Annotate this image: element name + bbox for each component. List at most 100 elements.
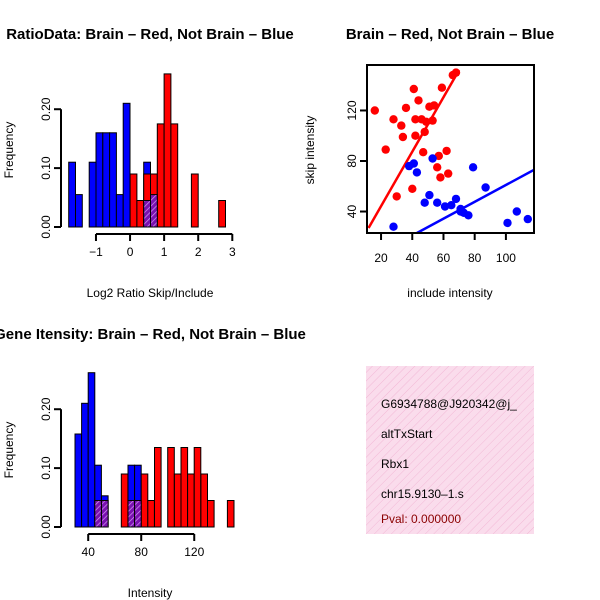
intensity-histogram-x-tick-label-0: 40 <box>82 545 96 559</box>
info-event-type: altTxStart <box>381 427 433 441</box>
scatter-point-red-11 <box>414 96 423 105</box>
intensity-histogram-bar-red-9 <box>180 447 189 528</box>
intensity-histogram-bar-blue-2 <box>87 372 96 528</box>
scatter-point-blue-4 <box>420 198 429 207</box>
scatter-point-red-14 <box>420 127 429 137</box>
ratio-histogram-bar-blue-3 <box>95 132 104 228</box>
intensity-histogram-panel: Gene Itensity: Brain – Red, Not Brain – … <box>0 326 306 600</box>
ratio-histogram-bar-blue-4 <box>102 132 111 228</box>
scatter-fit-line-blue <box>416 168 534 233</box>
scatter-point-red-22 <box>437 83 447 92</box>
intensity-histogram-bar-purple-0 <box>94 500 102 528</box>
scatter-point-blue-5 <box>425 190 434 200</box>
scatter-point-blue-0 <box>389 222 398 231</box>
intensity-histogram-bar-purple-2 <box>127 500 136 528</box>
scatter-point-red-4 <box>397 121 406 130</box>
info-event-id: G6934788@J920342@j_ <box>381 397 517 411</box>
scatter-point-red-13 <box>419 148 428 157</box>
scatter-y-tick-label-1: 80 <box>345 154 359 168</box>
scatter-panel: Brain – Red, Not Brain – Blue 20 40 60 80 10… <box>303 26 554 300</box>
ratio-histogram-y-tick-label-1: 0.10 <box>39 156 53 180</box>
intensity-histogram-bars <box>74 372 235 528</box>
scatter-y-tick-label-0: 40 <box>345 205 359 219</box>
scatter-point-blue-2 <box>409 159 418 168</box>
ratio-histogram-x-tick-label-0: −1 <box>89 245 103 259</box>
scatter-point-red-8 <box>409 84 418 94</box>
ratio-histogram-panel: RatioData: Brain – Red, Not Brain – Blue… <box>2 26 294 300</box>
scatter-point-red-9 <box>411 131 420 140</box>
scatter-point-red-6 <box>401 103 411 113</box>
scatter-fit-line-red <box>367 69 461 229</box>
scatter-point-blue-18 <box>512 207 521 216</box>
ratio-histogram-x-tick-label-2: 1 <box>161 245 168 259</box>
ratio-histogram-ylabel: Frequency <box>2 122 16 179</box>
scatter-point-red-1 <box>381 145 390 154</box>
ratio-histogram-bar-blue-1 <box>75 194 83 228</box>
ratio-histogram-bar-purple-0 <box>143 200 151 228</box>
intensity-histogram-bar-red-2 <box>120 473 129 528</box>
scatter-point-blue-14 <box>464 211 473 220</box>
ratio-histogram-x-tick-label-1: 0 <box>127 245 134 259</box>
scatter-point-blue-10 <box>451 194 461 204</box>
scatter-xlabel: include intensity <box>407 286 492 300</box>
scatter-marks <box>367 68 534 233</box>
intensity-histogram-bar-red-6 <box>154 447 162 528</box>
scatter-point-red-7 <box>408 184 417 193</box>
scatter-point-red-21 <box>436 173 445 182</box>
ratio-histogram-bar-red-4 <box>156 123 165 228</box>
info-pvalue: Pval: 0.000000 <box>381 512 461 526</box>
ratio-histogram-x-tick-label-4: 3 <box>229 245 236 259</box>
info-box-background <box>366 366 534 534</box>
ratio-histogram-bar-red-5 <box>163 73 172 228</box>
intensity-histogram-bar-red-13 <box>207 500 215 528</box>
scatter-point-blue-16 <box>481 183 490 192</box>
info-location: chr15.9130–1.s <box>381 487 464 501</box>
intensity-histogram-y-tick-label-1: 0.10 <box>39 456 53 480</box>
intensity-histogram-bar-blue-0 <box>74 433 83 528</box>
scatter-point-blue-19 <box>523 214 532 224</box>
intensity-histogram-xlabel: Intensity <box>128 586 173 600</box>
info-panel: G6934788@J920342@j_ altTxStart Rbx1 chr1… <box>366 366 534 534</box>
scatter-point-blue-9 <box>447 201 456 210</box>
intensity-histogram-title: Gene Itensity: Brain – Red, Not Brain – … <box>0 326 306 343</box>
scatter-frame <box>366 64 535 234</box>
ratio-histogram-x-tick-label-3: 2 <box>195 245 202 259</box>
ratio-histogram-bar-blue-0 <box>68 161 76 228</box>
intensity-histogram-x-tick-label-2: 120 <box>184 545 204 559</box>
scatter-x-tick-label-0: 20 <box>374 251 388 265</box>
scatter-point-red-2 <box>389 115 398 124</box>
scatter-point-red-24 <box>444 169 453 178</box>
scatter-axes: 20 40 60 80 100 40 80 120 <box>345 100 516 265</box>
intensity-histogram-bar-blue-1 <box>81 402 89 528</box>
intensity-histogram-bar-red-12 <box>200 473 208 528</box>
info-gene-name: Rbx1 <box>381 457 409 471</box>
ratio-histogram-bar-red-1 <box>136 200 145 228</box>
intensity-histogram-x-tick-label-1: 80 <box>135 545 149 559</box>
scatter-point-red-15 <box>422 117 431 127</box>
ratio-histogram-bar-red-0 <box>129 173 138 228</box>
ratio-histogram-bar-blue-2 <box>88 161 97 228</box>
ratio-histogram-bars <box>68 73 226 228</box>
intensity-histogram-ylabel: Frequency <box>2 422 16 479</box>
intensity-histogram-y-tick-label-0: 0.00 <box>39 515 53 539</box>
intensity-histogram-bar-red-8 <box>173 473 182 528</box>
ratio-histogram-bar-purple-1 <box>150 194 158 228</box>
scatter-point-red-0 <box>370 106 379 115</box>
scatter-point-red-10 <box>411 115 420 124</box>
ratio-histogram-bar-red-8 <box>218 200 226 228</box>
scatter-point-blue-8 <box>440 202 450 211</box>
ratio-histogram-bar-blue-7 <box>122 102 131 228</box>
intensity-histogram-bar-purple-3 <box>134 500 142 528</box>
ratio-histogram-y-tick-label-2: 0.20 <box>39 97 53 121</box>
ratio-histogram-bar-red-7 <box>190 173 199 228</box>
scatter-point-red-3 <box>392 192 401 201</box>
scatter-x-tick-label-1: 40 <box>406 251 420 265</box>
scatter-point-blue-7 <box>433 198 442 207</box>
ratio-histogram-title: RatioData: Brain – Red, Not Brain – Blue <box>6 26 294 43</box>
scatter-ylabel: skip intensity <box>303 116 317 185</box>
intensity-histogram-bar-red-10 <box>187 473 195 528</box>
ratio-histogram-bar-red-6 <box>170 123 179 228</box>
scatter-point-blue-3 <box>412 168 422 177</box>
scatter-point-blue-17 <box>503 218 512 228</box>
intensity-histogram-bar-purple-1 <box>101 500 109 528</box>
